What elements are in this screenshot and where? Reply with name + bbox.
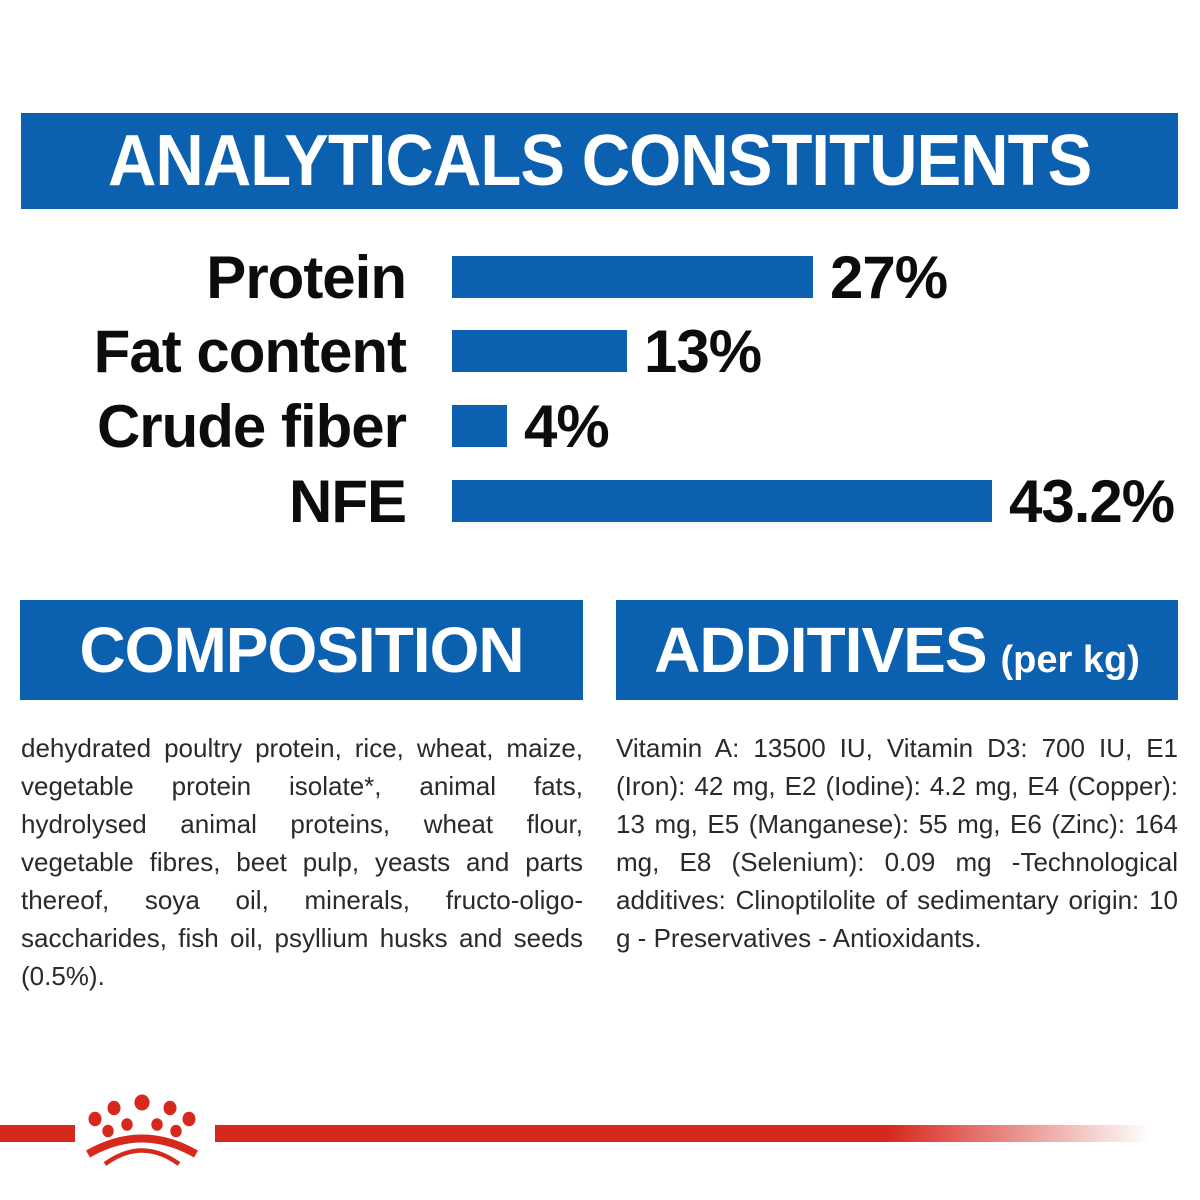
bar-label-crude-fiber: Crude fiber: [96, 392, 407, 460]
bar-nfe: [452, 480, 992, 522]
bar-label-protein: Protein: [206, 243, 407, 311]
footer-rule-right: [215, 1125, 1150, 1142]
chart-row-fat-content: Fat content 13%: [0, 318, 1200, 385]
additives-per-kg-label: (per kg): [1000, 639, 1140, 681]
bar-value-fat-content: 13%: [644, 317, 762, 385]
bar-label-fat-content: Fat content: [93, 317, 407, 385]
analytical-constituents-title: ANALYTICALS CONSTITUENTS: [107, 121, 1092, 201]
composition-body: dehydrated poultry protein, rice, wheat,…: [21, 733, 583, 991]
royal-canin-crown-icon: [86, 1094, 198, 1166]
analytical-constituents-header: ANALYTICALS CONSTITUENTS: [21, 113, 1178, 209]
bar-value-crude-fiber: 4%: [524, 392, 610, 460]
bar-value-nfe: 43.2%: [1009, 467, 1175, 535]
additives-body: Vitamin A: 13500 IU, Vitamin D3: 700 IU,…: [616, 733, 1178, 953]
composition-title: COMPOSITION: [79, 614, 524, 686]
additives-header: ADDITIVES (per kg): [616, 600, 1178, 700]
bar-protein: [452, 256, 813, 298]
bar-crude-fiber: [452, 405, 507, 447]
additives-title-group: ADDITIVES (per kg): [654, 613, 1140, 687]
chart-row-nfe: NFE 43.2%: [0, 468, 1200, 535]
footer-rule-left: [0, 1125, 75, 1142]
chart-row-protein: Protein 27%: [0, 244, 1200, 311]
bar-value-protein: 27%: [830, 243, 948, 311]
composition-header: COMPOSITION: [20, 600, 583, 700]
bar-fat-content: [452, 330, 627, 372]
bar-label-nfe: NFE: [289, 467, 407, 535]
chart-row-crude-fiber: Crude fiber 4%: [0, 393, 1200, 460]
additives-title: ADDITIVES: [654, 614, 987, 686]
